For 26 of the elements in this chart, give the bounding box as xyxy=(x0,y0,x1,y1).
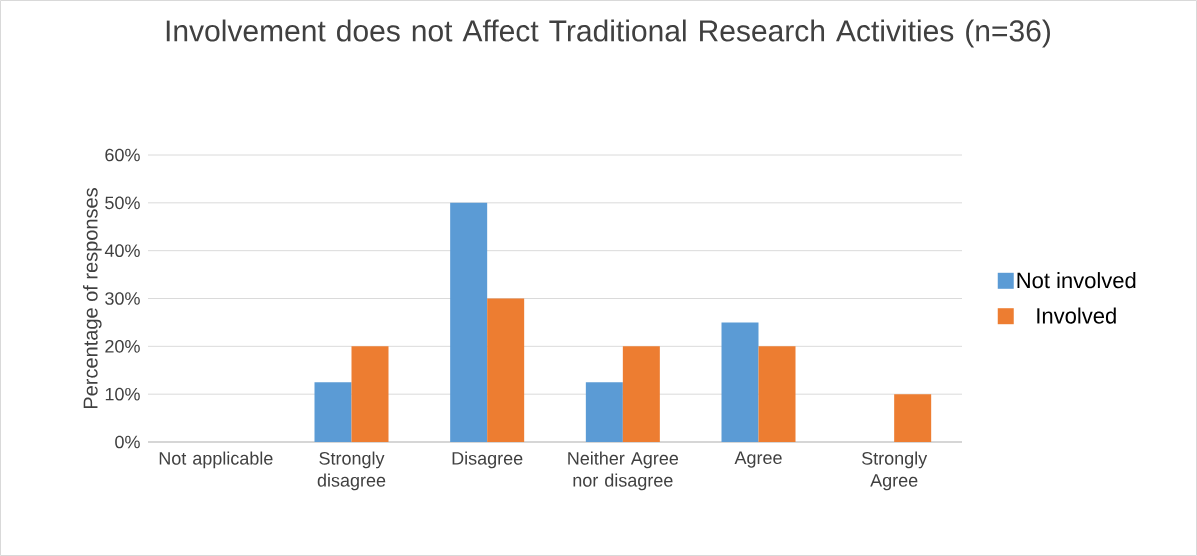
bar xyxy=(721,322,759,442)
x-tick-label: Strongly Agree xyxy=(861,451,928,491)
y-tick-label: 0% xyxy=(115,435,140,449)
y-tick-label: 20% xyxy=(105,339,140,353)
bar xyxy=(758,346,796,442)
x-tick-label: Strongly disagree xyxy=(317,451,386,491)
y-axis-title: Percentage of responses xyxy=(82,188,102,409)
bar xyxy=(622,346,660,442)
y-tick-label: 60% xyxy=(105,148,140,162)
bar xyxy=(585,382,623,442)
x-tick-label: Neither Agree nor disagree xyxy=(568,451,679,491)
bar xyxy=(314,382,352,442)
chart-title: Involvement does not Affect Traditional Research Activities (n=36) xyxy=(166,19,1050,48)
bar xyxy=(351,346,389,442)
y-tick-label: 50% xyxy=(105,196,140,210)
legend-label: Involved xyxy=(1037,307,1116,324)
legend-label: Not involved xyxy=(1017,272,1136,289)
y-tick-label: 40% xyxy=(104,244,140,258)
x-tick-label: Agree xyxy=(734,451,782,468)
x-tick-label: Disagree xyxy=(452,451,523,469)
bar xyxy=(894,394,932,442)
y-tick-label: 30% xyxy=(105,292,140,305)
bar xyxy=(487,298,525,442)
y-tick-label: 10% xyxy=(105,387,140,401)
bar xyxy=(450,202,488,442)
x-tick-label: Not applicable xyxy=(159,451,273,469)
